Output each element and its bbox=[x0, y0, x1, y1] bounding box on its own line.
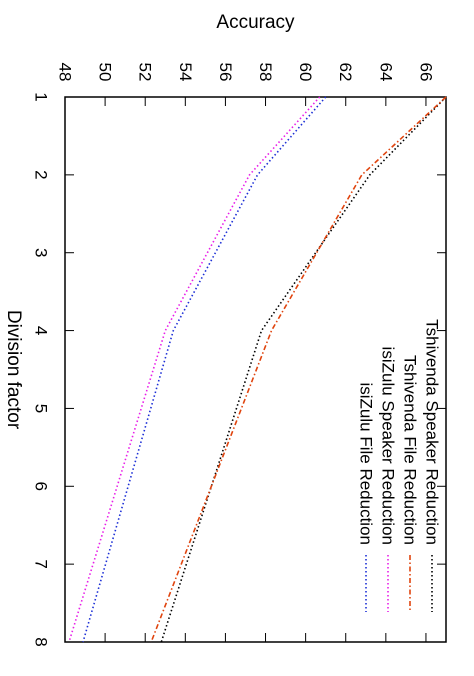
x-axis-label: Division factor bbox=[3, 310, 24, 430]
legend-label-1: Tshivenda Speaker Reduction bbox=[423, 319, 442, 545]
y-tick-label: 50 bbox=[96, 63, 115, 82]
y-tick-label: 58 bbox=[256, 63, 275, 82]
series-line-3 bbox=[68, 96, 321, 643]
x-tick-label: 1 bbox=[32, 92, 51, 101]
y-tick-label: 64 bbox=[376, 63, 395, 82]
series-line-4 bbox=[82, 96, 327, 643]
legend-label-2: Tshivenda File Reduction bbox=[401, 355, 420, 545]
y-tick-label: 48 bbox=[56, 63, 75, 82]
series-line-2 bbox=[150, 96, 447, 643]
x-tick-label: 5 bbox=[32, 404, 51, 413]
y-tick-label: 54 bbox=[176, 63, 195, 82]
y-axis-label: Accuracy bbox=[216, 12, 295, 33]
y-tick-label: 60 bbox=[296, 63, 315, 82]
y-tick-label: 52 bbox=[136, 63, 155, 82]
legend-label-3: isiZulu Speaker Reduction bbox=[379, 347, 398, 545]
y-tick-label: 62 bbox=[336, 63, 355, 82]
y-tick-label: 56 bbox=[216, 63, 235, 82]
series-lines bbox=[68, 96, 447, 643]
x-tick-label: 3 bbox=[32, 248, 51, 257]
y-tick-label: 66 bbox=[416, 63, 435, 82]
x-tick-label: 2 bbox=[32, 170, 51, 179]
plot-frame bbox=[64, 96, 447, 643]
x-tick-label: 8 bbox=[32, 637, 51, 646]
x-tick-label: 7 bbox=[32, 559, 51, 568]
x-tick-label: 4 bbox=[32, 326, 51, 335]
x-tick-label: 6 bbox=[32, 482, 51, 491]
legend-label-4: isiZulu File Reduction bbox=[357, 382, 376, 545]
